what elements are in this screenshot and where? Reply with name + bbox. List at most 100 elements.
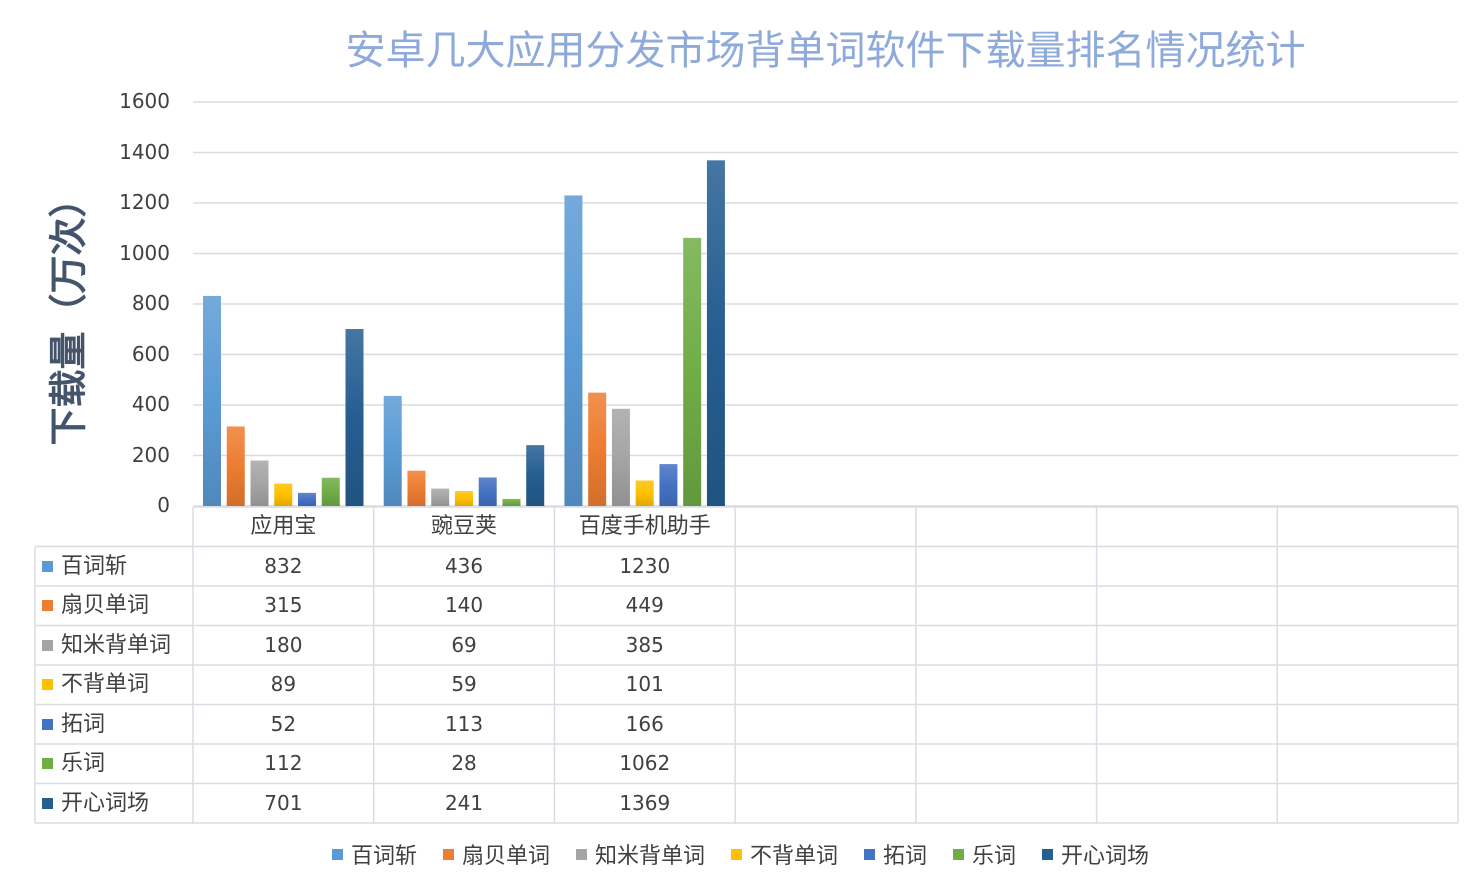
legend-label: 拓词 <box>883 844 928 869</box>
legend-label: 扇贝单词 <box>461 844 550 869</box>
x-category-label: 应用宝 <box>250 514 317 539</box>
legend-label: 知米背单词 <box>594 844 705 869</box>
bar <box>345 328 364 506</box>
table-cell-value: 1230 <box>619 553 671 578</box>
table-row-label: 知米背单词 <box>42 626 171 665</box>
legend-item: 知米背单词 <box>575 838 705 870</box>
bar <box>502 498 521 506</box>
y-tick-label: 1000 <box>119 240 170 265</box>
table-cell-value: 69 <box>451 632 477 657</box>
table-cell-value: 315 <box>264 593 303 617</box>
table-cell-value: 89 <box>270 672 297 696</box>
bar <box>203 295 221 506</box>
y-tick-label: 0 <box>157 493 170 517</box>
legend-item: 乐词 <box>953 838 1016 870</box>
legend-key-swatch <box>42 560 53 572</box>
series-name: 百词斩 <box>61 553 128 579</box>
table-cell-value: 180 <box>264 632 303 657</box>
legend-swatch <box>331 848 343 860</box>
y-tick-label: 400 <box>131 392 170 416</box>
legend-swatch <box>730 848 742 860</box>
table-row-label: 开心词场 <box>42 784 149 823</box>
legend-label: 开心词场 <box>1061 844 1150 869</box>
bar <box>383 395 402 506</box>
legend-swatch <box>442 848 454 860</box>
legend-item: 不背单词 <box>730 838 838 870</box>
legend-label: 百词斩 <box>350 844 417 869</box>
legend-key-swatch <box>42 679 53 690</box>
legend: 百词斩 扇贝单词 知米背单词 不背单词 拓词 乐词 开心词场 <box>0 838 1481 870</box>
table-cell-value: 832 <box>264 553 303 578</box>
legend-swatch <box>953 848 965 860</box>
bar <box>659 464 678 506</box>
bar <box>274 483 293 506</box>
table-row-label: 拓词 <box>42 705 105 744</box>
legend-item: 扇贝单词 <box>442 838 550 870</box>
table-cell-value: 1369 <box>619 790 671 815</box>
bar <box>683 237 702 506</box>
table-row-label: 扇贝单词 <box>42 586 149 625</box>
bar <box>298 492 316 506</box>
legend-key-swatch <box>42 718 53 730</box>
series-name: 不背单词 <box>61 672 150 697</box>
y-tick-label: 1200 <box>119 190 170 214</box>
bar <box>635 480 654 506</box>
x-category-label: 豌豆荚 <box>431 514 498 539</box>
table-cell-value: 449 <box>625 593 664 617</box>
series-name: 知米背单词 <box>61 632 172 658</box>
legend-label: 不背单词 <box>749 844 838 869</box>
legend-swatch <box>575 848 587 860</box>
bar <box>588 392 607 506</box>
legend-item: 百词斩 <box>331 838 417 870</box>
table-cell-value: 166 <box>625 711 664 736</box>
legend-item: 拓词 <box>864 838 927 870</box>
legend-label: 乐词 <box>972 844 1017 869</box>
table-cell-value: 241 <box>444 790 484 815</box>
table-cell-value: 140 <box>444 593 484 617</box>
bar <box>321 477 340 506</box>
legend-key-swatch <box>42 797 53 809</box>
legend-item: 开心词场 <box>1042 838 1149 870</box>
table-cell-value: 112 <box>264 751 303 775</box>
legend-swatch <box>864 848 875 860</box>
table-row-label: 百词斩 <box>42 547 127 586</box>
y-tick-label: 200 <box>131 442 170 467</box>
bar <box>478 477 497 506</box>
legend-key-swatch <box>42 758 53 769</box>
table-cell-value: 113 <box>444 711 484 736</box>
table-cell-value: 101 <box>625 672 664 696</box>
bar <box>431 488 450 506</box>
table-cell-value: 28 <box>451 751 477 775</box>
table-row-label: 乐词 <box>42 744 105 783</box>
legend-key-swatch <box>42 639 53 651</box>
series-name: 乐词 <box>61 751 106 776</box>
legend-key-swatch <box>42 600 53 611</box>
bar <box>454 491 473 506</box>
table-cell-value: 701 <box>264 790 303 815</box>
x-category-label: 百度手机助手 <box>578 514 711 539</box>
bar <box>706 160 725 506</box>
y-tick-label: 1400 <box>119 139 170 164</box>
series-name: 开心词场 <box>61 790 150 816</box>
legend-swatch <box>1042 848 1054 860</box>
table-cell-value: 1062 <box>619 751 671 775</box>
y-tick-label: 600 <box>131 341 170 366</box>
bar <box>564 195 583 507</box>
bar <box>611 408 630 506</box>
chart-title: 安卓几大应用分发市场背单词软件下载量排名情况统计 <box>345 28 1306 74</box>
table-row-label: 不背单词 <box>42 665 149 704</box>
bar <box>407 470 426 506</box>
bar <box>226 426 245 506</box>
bar <box>526 445 545 506</box>
series-name: 扇贝单词 <box>61 593 150 618</box>
bar <box>250 460 269 506</box>
table-cell-value: 52 <box>270 711 297 736</box>
table-cell-value: 436 <box>444 553 484 578</box>
table-cell-value: 59 <box>451 672 477 696</box>
y-tick-label: 800 <box>131 291 170 315</box>
y-tick-label: 1600 <box>119 89 170 113</box>
series-name: 拓词 <box>61 711 106 737</box>
table-cell-value: 385 <box>625 632 664 657</box>
